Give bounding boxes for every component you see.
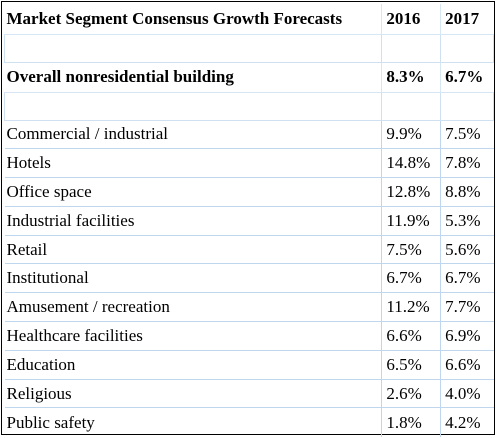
overall-row: Overall nonresidential building 8.3% 6.7… [5,62,494,92]
segment-label: Office space [4,177,382,207]
segment-label: Religious [4,378,382,408]
segment-value-2016: 1.8% [381,407,441,437]
spacer-row [3,91,494,121]
segment-value-2016: 11.2% [381,292,441,322]
segment-label: Industrial facilities [4,205,382,236]
segment-value-2016: 11.9% [381,205,441,236]
table-header-row: Market Segment Consensus Growth Forecast… [5,4,494,34]
overall-value-2017: 6.7% [440,62,494,92]
segment-label: Hotels [4,148,382,178]
column-header-2016: 2016 [381,4,441,34]
table-row: Healthcare facilities 6.6% 6.9% [4,321,494,351]
table-row: Commercial / industrial 9.9% 7.5% [4,119,494,149]
segment-label: Healthcare facilities [4,321,382,351]
segment-value-2016: 12.8% [381,177,441,207]
table-row: Office space 12.8% 8.8% [4,177,494,207]
segment-label: Commercial / industrial [4,119,382,149]
table-row: Institutional 6.7% 6.7% [4,263,494,293]
segment-value-2017: 7.8% [440,148,494,178]
segment-label: Amusement / recreation [4,292,382,322]
table-row: Amusement / recreation 11.2% 7.7% [4,292,494,322]
segment-value-2016: 7.5% [381,234,441,264]
segment-value-2016: 6.6% [381,321,441,351]
table-row: Retail 7.5% 5.6% [4,234,494,264]
segment-value-2016: 9.9% [381,119,441,149]
segment-value-2017: 7.7% [440,292,494,322]
segment-value-2017: 6.6% [440,349,494,380]
segment-label: Institutional [4,263,382,293]
segment-label: Public safety [4,407,382,437]
column-header-2017: 2017 [440,4,494,34]
segment-value-2017: 5.3% [440,205,494,236]
spacer-row [3,33,494,63]
segment-value-2016: 6.5% [381,349,441,380]
table-row: Industrial facilities 11.9% 5.3% [4,205,494,236]
segment-value-2016: 2.6% [381,378,441,408]
segment-value-2017: 5.6% [440,234,494,264]
segment-value-2017: 4.0% [440,378,494,408]
table-row: Hotels 14.8% 7.8% [4,148,494,178]
overall-label: Overall nonresidential building [6,67,234,86]
segment-value-2017: 6.9% [440,321,494,351]
table-row: Education 6.5% 6.6% [4,349,494,380]
table-title: Market Segment Consensus Growth Forecast… [6,9,343,28]
segment-value-2017: 8.8% [440,177,494,207]
segment-label: Education [4,349,382,380]
segment-value-2017: 4.2% [440,407,494,437]
segment-label: Retail [4,234,382,264]
segment-value-2017: 7.5% [440,119,494,149]
forecast-table: Market Segment Consensus Growth Forecast… [3,4,494,437]
segment-value-2016: 14.8% [381,148,441,178]
segment-value-2017: 6.7% [440,263,494,293]
segment-value-2016: 6.7% [381,263,441,293]
table-row: Religious 2.6% 4.0% [4,378,494,408]
overall-value-2016: 8.3% [381,62,441,92]
table-row: Public safety 1.8% 4.2% [4,407,494,437]
